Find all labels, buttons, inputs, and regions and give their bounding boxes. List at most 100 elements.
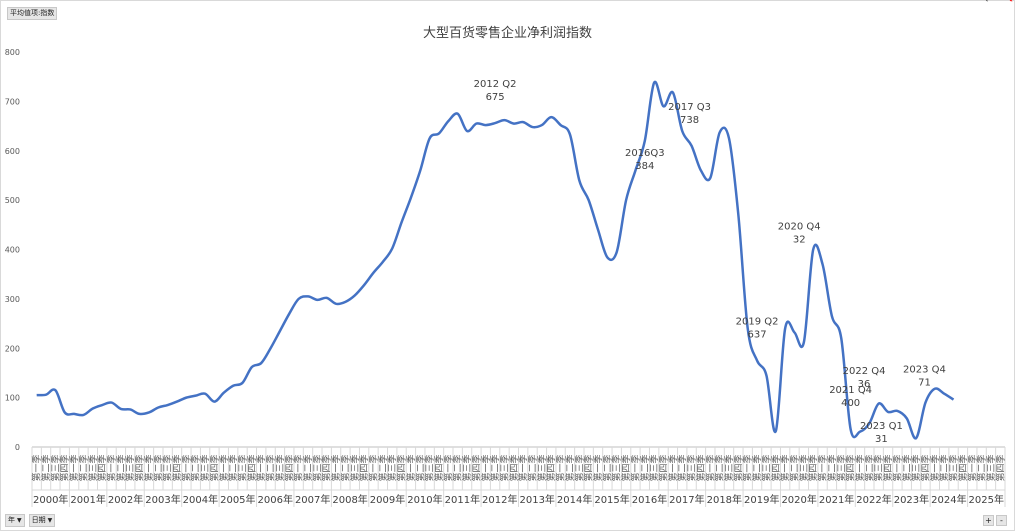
year-field-label: 年 xyxy=(8,516,15,524)
x-tick-label-quarter: 第二季 xyxy=(302,454,314,481)
data-label-value: 71 xyxy=(918,378,931,389)
x-tick-label-quarter: 第三季 xyxy=(424,454,436,481)
series-line xyxy=(36,80,955,440)
x-tick-label-quarter: 第二季 xyxy=(227,454,239,481)
y-tick-label: 400 xyxy=(5,246,20,255)
x-tick-label-year: 2010年 xyxy=(407,493,442,506)
x-tick-label-quarter: 第一季 xyxy=(891,454,903,481)
x-tick-label-quarter: 第三季 xyxy=(386,454,398,481)
data-label-period: 2021 Q4 xyxy=(829,385,872,396)
x-tick-label-quarter: 第二季 xyxy=(751,454,763,481)
data-label-value: 384 xyxy=(635,161,654,172)
x-tick-label-quarter: 第三季 xyxy=(873,454,885,481)
x-tick-label-quarter: 第四季 xyxy=(208,454,220,481)
data-label-value: 738 xyxy=(680,115,699,126)
x-tick-label-year: 2022年 xyxy=(856,493,891,506)
x-tick-label-quarter: 第二季 xyxy=(77,454,89,481)
x-tick-label-quarter: 第二季 xyxy=(489,454,501,481)
data-label-period: 2019 Q2 xyxy=(736,317,779,328)
x-tick-label-quarter: 第二季 xyxy=(901,454,913,481)
x-tick-label-quarter: 第四季 xyxy=(919,454,931,481)
x-tick-label-quarter: 第三季 xyxy=(536,454,548,481)
collapse-button[interactable]: - xyxy=(996,515,1007,526)
x-tick-label-year: 2008年 xyxy=(332,493,367,506)
x-tick-label-quarter: 第四季 xyxy=(545,454,557,481)
data-label-period: 2022 Q4 xyxy=(843,366,886,377)
x-tick-label-quarter: 第四季 xyxy=(957,454,969,481)
data-label-value: 36 xyxy=(858,379,871,390)
x-tick-label-quarter: 第一季 xyxy=(255,454,267,481)
zoom-controls: + - xyxy=(983,515,1007,526)
data-label-period: 2012 Q2 xyxy=(474,79,517,90)
x-tick-label-quarter: 第二季 xyxy=(863,454,875,481)
x-tick-label-quarter: 第四季 xyxy=(433,454,445,481)
x-tick-label-quarter: 第一季 xyxy=(442,454,454,481)
x-tick-label-quarter: 第一季 xyxy=(817,454,829,481)
x-tick-label-quarter: 第一季 xyxy=(293,454,305,481)
data-label-period: 2025Q2 xyxy=(977,0,1015,3)
expand-button[interactable]: + xyxy=(983,515,994,526)
chart-title: 大型百货零售企业净利润指数 xyxy=(422,26,592,41)
x-tick-label-quarter: 第四季 xyxy=(658,454,670,481)
x-tick-label-quarter: 第二季 xyxy=(339,454,351,481)
y-tick-label: 0 xyxy=(15,443,20,452)
x-tick-label-quarter: 第三季 xyxy=(199,454,211,481)
x-tick-label-quarter: 第三季 xyxy=(49,454,61,481)
x-tick-label-year: 2006年 xyxy=(258,493,293,506)
date-field-button[interactable]: 日期 ▼ xyxy=(28,514,56,527)
x-tick-label-quarter: 第四季 xyxy=(583,454,595,481)
x-tick-label-quarter: 第三季 xyxy=(87,454,99,481)
data-label-value: 118 xyxy=(965,0,984,3)
x-tick-label-quarter: 第一季 xyxy=(555,454,567,481)
x-tick-label-quarter: 第一季 xyxy=(367,454,379,481)
x-tick-label-quarter: 第三季 xyxy=(461,454,473,481)
x-tick-label-quarter: 第四季 xyxy=(770,454,782,481)
data-label-value: 96 xyxy=(992,0,1006,3)
x-tick-label-year: 2009年 xyxy=(370,493,405,506)
y-tick-label: 600 xyxy=(5,147,20,156)
x-tick-label-quarter: 第三季 xyxy=(124,454,136,481)
x-tick-label-quarter: 第三季 xyxy=(274,454,286,481)
x-tick-label-year: 2001年 xyxy=(70,493,105,506)
date-field-label: 日期 xyxy=(31,516,46,524)
x-tick-label-quarter: 第三季 xyxy=(349,454,361,481)
x-tick-label-quarter: 第二季 xyxy=(788,454,800,481)
pivot-field-bar: 年 ▼ 日期 ▼ xyxy=(5,514,56,527)
x-tick-label-quarter: 第四季 xyxy=(620,454,632,481)
x-tick-label-year: 2020年 xyxy=(781,493,816,506)
x-tick-label-quarter: 第四季 xyxy=(807,454,819,481)
x-tick-label-year: 2007年 xyxy=(295,493,330,506)
x-tick-label-quarter: 第三季 xyxy=(648,454,660,481)
x-tick-label-year: 2017年 xyxy=(669,493,704,506)
x-tick-label-year: 2012年 xyxy=(482,493,517,506)
x-tick-label-quarter: 第三季 xyxy=(573,454,585,481)
x-tick-label-quarter: 第二季 xyxy=(452,454,464,481)
year-field-button[interactable]: 年 ▼ xyxy=(5,514,25,527)
x-tick-label-quarter: 第一季 xyxy=(330,454,342,481)
x-tick-label-quarter: 第四季 xyxy=(358,454,370,481)
x-tick-label-year: 2024年 xyxy=(931,493,966,506)
y-tick-label: 300 xyxy=(5,295,20,304)
x-tick-label-quarter: 第三季 xyxy=(798,454,810,481)
x-tick-label-year: 2000年 xyxy=(33,493,68,506)
x-tick-label-quarter: 第一季 xyxy=(854,454,866,481)
data-label-period: 2017 Q3 xyxy=(668,102,711,113)
x-tick-label-quarter: 第四季 xyxy=(171,454,183,481)
y-tick-label: 700 xyxy=(5,97,20,106)
x-tick-label-quarter: 第一季 xyxy=(68,454,80,481)
x-tick-label-quarter: 第二季 xyxy=(676,454,688,481)
x-tick-label-quarter: 第二季 xyxy=(527,454,539,481)
value-field-button[interactable]: 平均值项:指数 xyxy=(7,7,58,20)
x-tick-label-quarter: 第一季 xyxy=(143,454,155,481)
x-tick-label-quarter: 第三季 xyxy=(498,454,510,481)
x-tick-label-year: 2025年 xyxy=(969,493,1004,506)
x-tick-label-quarter: 第四季 xyxy=(882,454,894,481)
x-tick-label-quarter: 第三季 xyxy=(948,454,960,481)
x-tick-label-quarter: 第二季 xyxy=(976,454,988,481)
x-tick-label-quarter: 第三季 xyxy=(910,454,922,481)
x-tick-label-quarter: 第二季 xyxy=(115,454,127,481)
x-tick-label-quarter: 第一季 xyxy=(480,454,492,481)
x-tick-label-year: 2004年 xyxy=(183,493,218,506)
